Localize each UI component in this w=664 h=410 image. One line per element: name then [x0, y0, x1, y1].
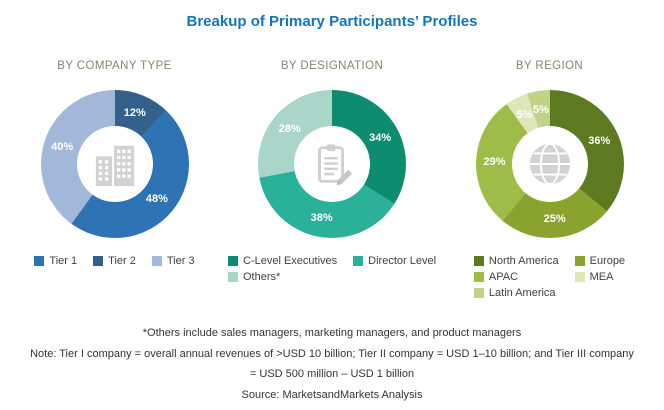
chart-header-region: BY REGION — [515, 60, 584, 72]
segment-value-label: 40% — [51, 141, 74, 153]
legend-item-director-level: Director Level — [353, 255, 436, 267]
legend-label: Tier 3 — [166, 255, 195, 267]
segment-value-label: 5% — [532, 103, 549, 116]
legend-item-north-america: North America — [473, 255, 559, 267]
segment-value-label: 28% — [278, 122, 301, 135]
legend-item-latin-america: Latin America — [473, 287, 556, 299]
donut-hole — [294, 126, 370, 202]
legend-designation: C-Level Executives Director Level Others… — [228, 255, 436, 283]
figure-page: Breakup of Primary Participants’ Profile… — [0, 13, 664, 401]
legend-item-c-level: C-Level Executives — [228, 255, 337, 267]
donut-hole — [76, 126, 153, 202]
legend-label: Tier 2 — [108, 255, 136, 267]
segment-value-label: 36% — [588, 134, 611, 147]
legend-swatch — [574, 256, 585, 266]
legend-label: Latin America — [488, 287, 556, 299]
legend-swatch — [228, 256, 238, 266]
legend-swatch — [228, 272, 238, 282]
charts-row: BY COMPANY TYPE 12% 48% 40% — [0, 60, 664, 299]
legend-label: Europe — [589, 255, 626, 267]
legend-label: North America — [488, 255, 559, 267]
legend-label: C-Level Executives — [243, 255, 338, 267]
legend-company-type: Tier 1 Tier 2 Tier 3 — [34, 255, 195, 267]
donut-company-type: 12% 48% 40% — [40, 90, 189, 238]
clipboard-pencil-icon — [318, 144, 353, 186]
tier-note-line2: = USD 500 million – USD 1 billion — [249, 368, 415, 380]
legend-label: MEA — [589, 271, 614, 283]
legend-item-others: Others* — [228, 271, 280, 283]
donut-region: 36% 25% 29% 5% 5% — [475, 90, 624, 238]
others-footnote: *Others include sales managers, marketin… — [142, 327, 522, 339]
donut-hole — [511, 126, 588, 202]
legend-swatch — [151, 256, 162, 266]
legend-item-mea: MEA — [574, 271, 614, 283]
buildings-icon — [95, 145, 134, 186]
segment-value-label: 12% — [123, 106, 146, 119]
legend-swatch — [473, 272, 484, 282]
legend-label: Others* — [243, 271, 281, 283]
donut-designation: 34% 38% 28% — [258, 90, 406, 238]
legend-swatch — [574, 272, 585, 282]
globe-icon — [529, 142, 570, 186]
segment-value-label: 38% — [310, 212, 333, 225]
legend-swatch — [353, 256, 364, 266]
legend-item-tier1: Tier 1 — [34, 255, 77, 267]
legend-swatch — [34, 256, 45, 266]
legend-label: Tier 1 — [49, 255, 78, 267]
legend-swatch — [473, 288, 484, 298]
legend-item-apac: APAC — [473, 271, 519, 283]
tier-note-line1: Note: Tier I company = overall annual re… — [30, 347, 634, 360]
legend-region: North America Europe APAC MEA Latin Amer… — [473, 255, 626, 299]
segment-value-label: 48% — [145, 193, 168, 206]
legend-swatch — [473, 256, 484, 266]
footnotes: *Others include sales managers, marketin… — [0, 323, 664, 405]
segment-value-label: 29% — [483, 156, 506, 169]
figure-title: Breakup of Primary Participants’ Profile… — [186, 13, 478, 30]
segment-value-label: 25% — [543, 212, 566, 225]
legend-swatch — [93, 256, 104, 266]
legend-item-tier2: Tier 2 — [93, 255, 136, 267]
chart-header-company-type: BY COMPANY TYPE — [57, 60, 172, 72]
legend-item-europe: Europe — [574, 255, 626, 267]
chart-region: BY REGION 36% 25% 29% 5% 5% North Americ — [447, 60, 653, 299]
chart-company-type: BY COMPANY TYPE 12% 48% 40% — [12, 60, 218, 299]
segment-value-label: 34% — [369, 131, 392, 144]
chart-header-designation: BY DESIGNATION — [280, 60, 384, 72]
segment-value-label: 5% — [516, 108, 533, 121]
legend-label: Director Level — [368, 255, 437, 267]
legend-item-tier3: Tier 3 — [151, 255, 195, 267]
legend-label: APAC — [488, 271, 519, 283]
source-note: Source: MarketsandMarkets Analysis — [241, 388, 423, 401]
chart-designation: BY DESIGNATION 34% 38% 28% — [228, 60, 436, 299]
